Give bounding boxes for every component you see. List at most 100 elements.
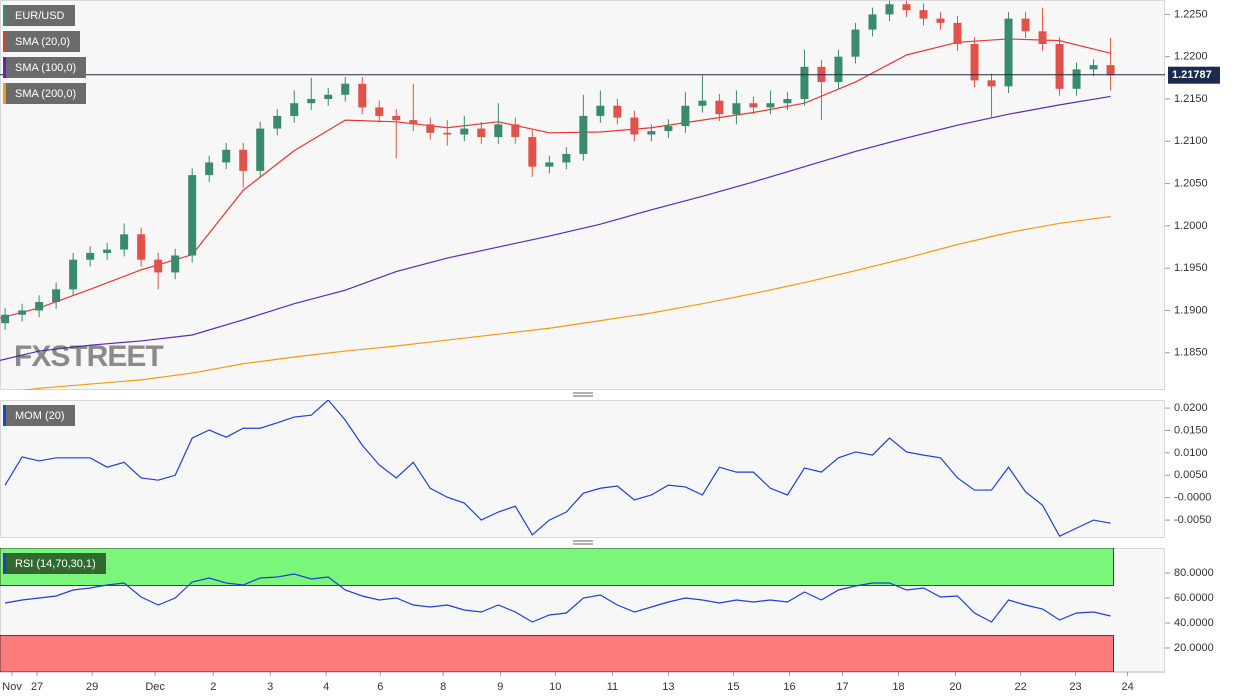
series-line <box>4 400 1111 537</box>
plot-area <box>0 0 1115 390</box>
y-tick-label: 1.2050 <box>1174 177 1208 189</box>
series-line <box>4 573 1111 623</box>
candle-body <box>188 175 197 256</box>
y-tick-label: 1.2250 <box>1174 8 1208 20</box>
x-tick-label: 2 <box>210 681 216 693</box>
candle-body <box>290 103 299 116</box>
candle-body <box>681 105 690 127</box>
candle-body <box>426 124 435 133</box>
candle-body <box>35 302 44 311</box>
x-tick-label: 29 <box>86 681 98 693</box>
last-price-tag <box>1168 66 1220 84</box>
candle-body <box>341 83 350 95</box>
overbought-zone <box>0 548 1114 586</box>
legend-swatch <box>3 553 6 574</box>
y-tick-label: 1.2000 <box>1174 220 1208 232</box>
y-tick-label: 1.2200 <box>1174 51 1208 63</box>
candle-body <box>494 124 503 138</box>
x-tick-label: 10 <box>549 681 561 693</box>
candle-body <box>1089 65 1098 70</box>
series-line <box>21 215 1111 390</box>
legend-label: SMA (20,0) <box>15 36 70 48</box>
y-tick-label: -0.0050 <box>1174 514 1211 526</box>
candle-body <box>783 98 792 104</box>
candle-body <box>987 80 996 87</box>
panel-background <box>0 400 1165 538</box>
x-tick-label: 23 <box>1069 681 1081 693</box>
legend-swatch <box>3 31 6 52</box>
candle-body <box>69 259 78 290</box>
candle-body <box>1021 18 1030 32</box>
candle-body <box>698 100 707 106</box>
y-tick-label: 80.0000 <box>1174 567 1214 579</box>
plot-area <box>4 400 1111 537</box>
x-tick-label: 22 <box>1014 681 1026 693</box>
candle-body <box>205 162 214 176</box>
x-tick-label: 18 <box>892 681 904 693</box>
candle-body <box>1 314 10 324</box>
x-tick-label: 13 <box>662 681 674 693</box>
candle-body <box>443 132 452 135</box>
candle-body <box>528 137 537 167</box>
x-tick-label: 3 <box>267 681 273 693</box>
x-tick-label: 16 <box>783 681 795 693</box>
legend-label: EUR/USD <box>15 10 65 22</box>
candle-body <box>834 56 843 83</box>
x-tick-label: 4 <box>323 681 329 693</box>
candle-body <box>562 153 571 163</box>
y-tick-label: 40.0000 <box>1174 617 1214 629</box>
legend-box <box>3 83 86 104</box>
candle-body <box>885 4 894 15</box>
candle-body <box>222 149 231 163</box>
candle-body <box>953 22 962 44</box>
y-tick-label: 1.1850 <box>1174 347 1208 359</box>
candle-body <box>919 10 928 19</box>
candle-body <box>936 18 945 23</box>
y-tick-label: 0.0150 <box>1174 424 1208 436</box>
y-tick-label: 1.1950 <box>1174 262 1208 274</box>
series-line <box>0 95 1111 361</box>
candle-body <box>664 126 673 132</box>
candle-body <box>511 124 520 138</box>
candle-body <box>375 107 384 116</box>
candle-body <box>120 234 129 250</box>
x-tick-label: Dec <box>145 681 165 693</box>
candle-body <box>137 234 146 260</box>
candle-body <box>477 128 486 138</box>
x-tick-label: 6 <box>377 681 383 693</box>
legend-label: SMA (100,0) <box>15 62 76 74</box>
x-tick-label: 11 <box>607 681 618 693</box>
legend-box <box>3 57 86 78</box>
candle-body <box>1055 43 1064 89</box>
candle-body <box>171 255 180 273</box>
candle-body <box>613 105 622 118</box>
legend-swatch <box>3 83 6 104</box>
legend-box <box>3 405 75 426</box>
candle-body <box>409 120 418 125</box>
legend-label: SMA (200,0) <box>15 88 76 100</box>
legend-box <box>3 31 80 52</box>
y-tick-label: -0.0000 <box>1174 492 1211 504</box>
candle-body <box>766 103 775 108</box>
candle-body <box>647 131 656 135</box>
x-tick-label: 24 <box>1121 681 1133 693</box>
candle-body <box>273 115 282 129</box>
candle-body <box>256 128 265 171</box>
candle-body <box>715 100 724 115</box>
legend-swatch <box>3 5 6 26</box>
candle-body <box>851 29 860 57</box>
candle-body <box>307 98 316 104</box>
y-tick-label: 60.0000 <box>1174 592 1214 604</box>
y-tick-label: 1.1900 <box>1174 304 1208 316</box>
candle-body <box>970 43 979 81</box>
candle-body <box>18 310 27 315</box>
y-tick-label: 1.2150 <box>1174 93 1208 105</box>
candle-body <box>1038 31 1047 44</box>
x-tick-label: Nov <box>2 681 22 693</box>
legend-swatch <box>3 57 6 78</box>
oversold-zone <box>0 635 1114 672</box>
candle-body <box>902 4 911 11</box>
last-price-label: 1.21787 <box>1172 69 1212 81</box>
x-tick-label: 8 <box>440 681 446 693</box>
